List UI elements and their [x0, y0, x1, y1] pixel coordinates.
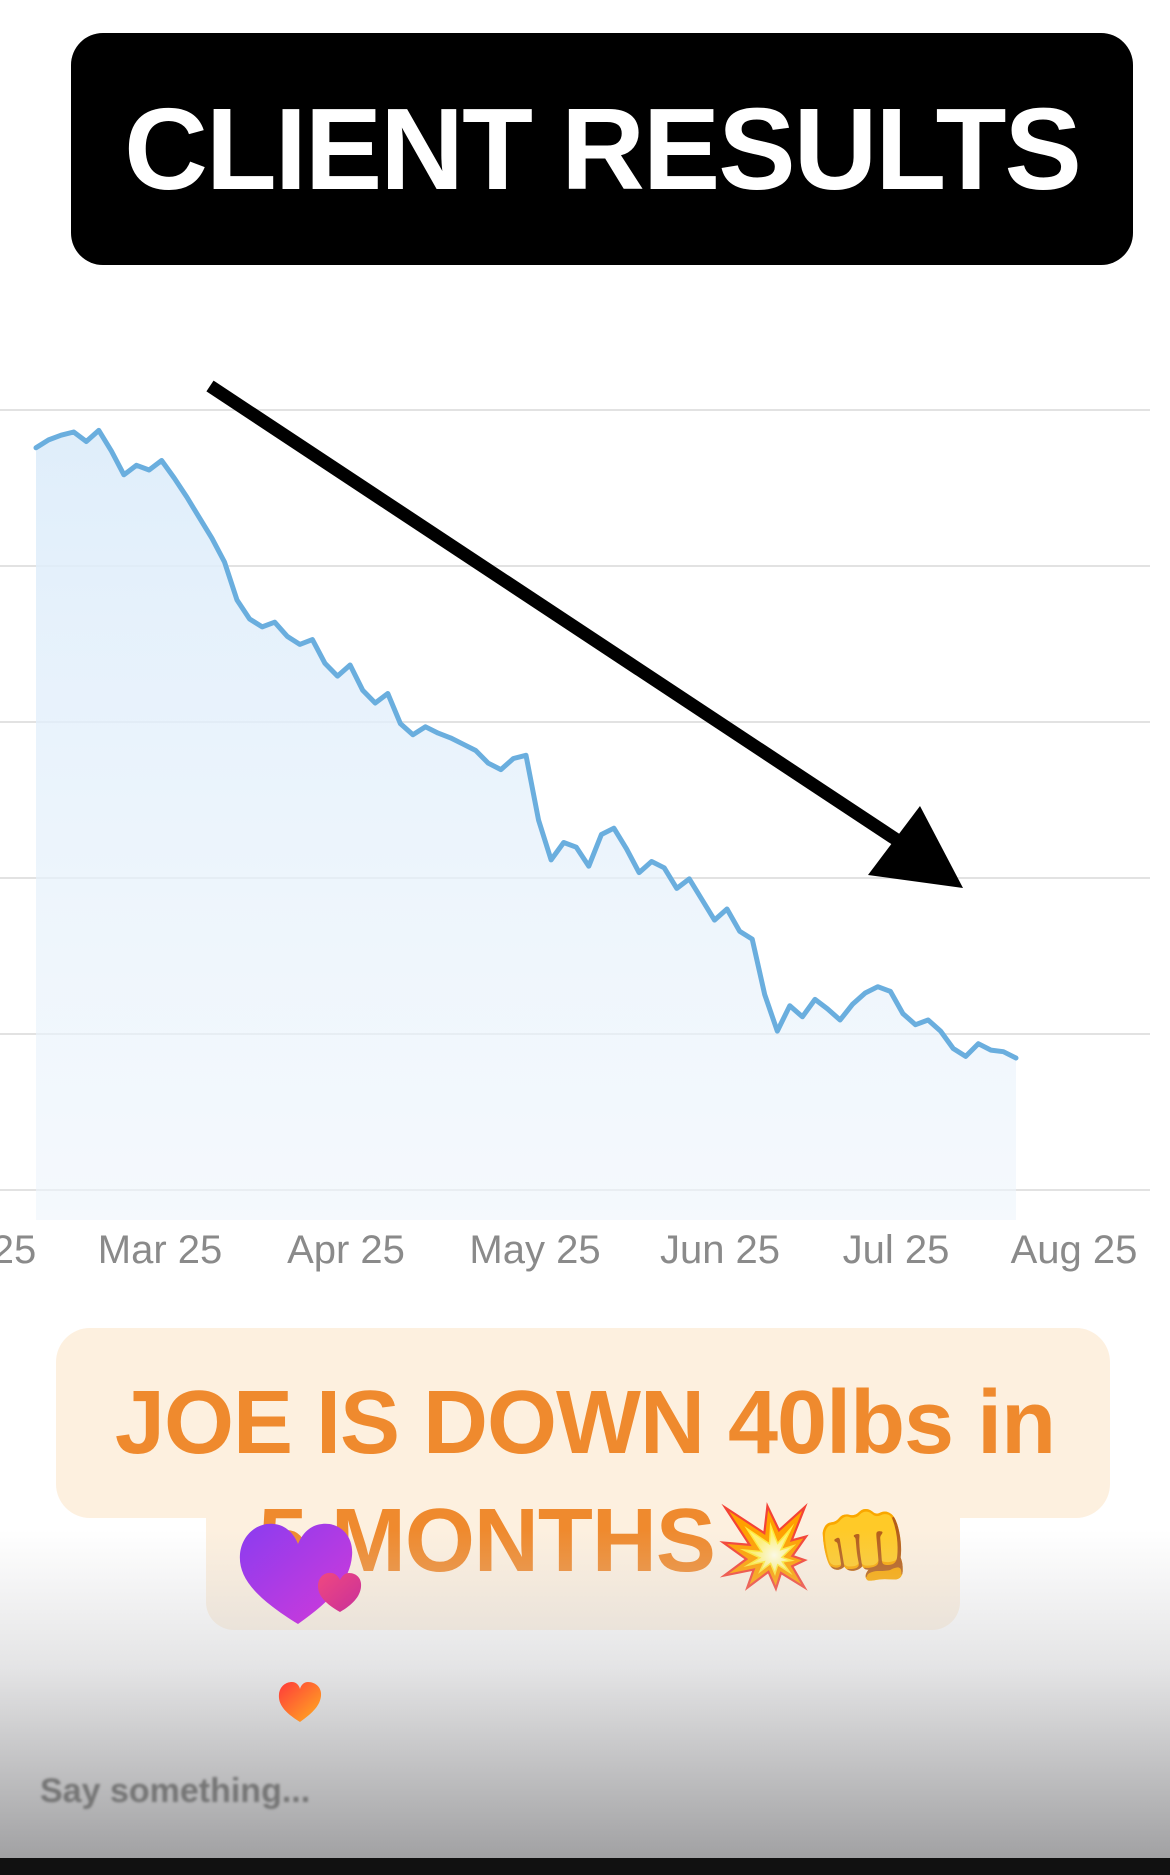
heart-icon[interactable]: [236, 1520, 376, 1630]
chart-series-line: [33, 427, 1019, 1061]
x-tick-label: 25: [0, 1228, 37, 1272]
chart-area-fill: [36, 430, 1016, 1220]
caption-line-1: JOE IS DOWN 40lbs in: [114, 1373, 1056, 1473]
caption-background: [56, 1328, 1110, 1518]
title-text: CLIENT RESULTS: [124, 84, 1082, 214]
heart-icon[interactable]: [276, 1680, 324, 1724]
reply-input[interactable]: [38, 1764, 642, 1818]
title-banner: CLIENT RESULTS: [71, 33, 1133, 265]
bottom-edge: [0, 1858, 1170, 1875]
x-tick-label: Apr 25: [287, 1228, 405, 1272]
x-tick-label: Aug 25: [1010, 1228, 1138, 1272]
x-tick-label: May 25: [469, 1228, 601, 1272]
bottom-overlay: [0, 1530, 1170, 1875]
x-tick-label: Mar 25: [97, 1228, 223, 1272]
x-tick-label: Jun 25: [659, 1228, 781, 1272]
trend-arrow: [206, 380, 963, 888]
x-tick-label: Jul 25: [842, 1228, 950, 1272]
weight-chart: [0, 380, 1150, 1220]
